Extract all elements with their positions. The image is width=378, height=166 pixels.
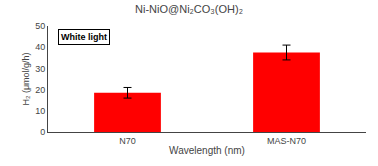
svg-text:MAS-N70: MAS-N70 — [267, 136, 306, 146]
svg-text:0: 0 — [40, 127, 45, 137]
svg-text:N70: N70 — [119, 136, 136, 146]
svg-text:40: 40 — [35, 42, 45, 52]
svg-text:Ni-NiO@Ni₂CO₃(OH)₂: Ni-NiO@Ni₂CO₃(OH)₂ — [135, 3, 243, 15]
svg-text:Wavelength (nm): Wavelength (nm) — [169, 145, 245, 156]
svg-text:20: 20 — [35, 85, 45, 95]
svg-text:White light: White light — [61, 32, 107, 42]
svg-text:50: 50 — [35, 21, 45, 31]
svg-text:H₂ (μmol/g/h): H₂ (μmol/g/h) — [21, 52, 31, 105]
svg-text:30: 30 — [35, 64, 45, 74]
svg-text:10: 10 — [35, 106, 45, 116]
